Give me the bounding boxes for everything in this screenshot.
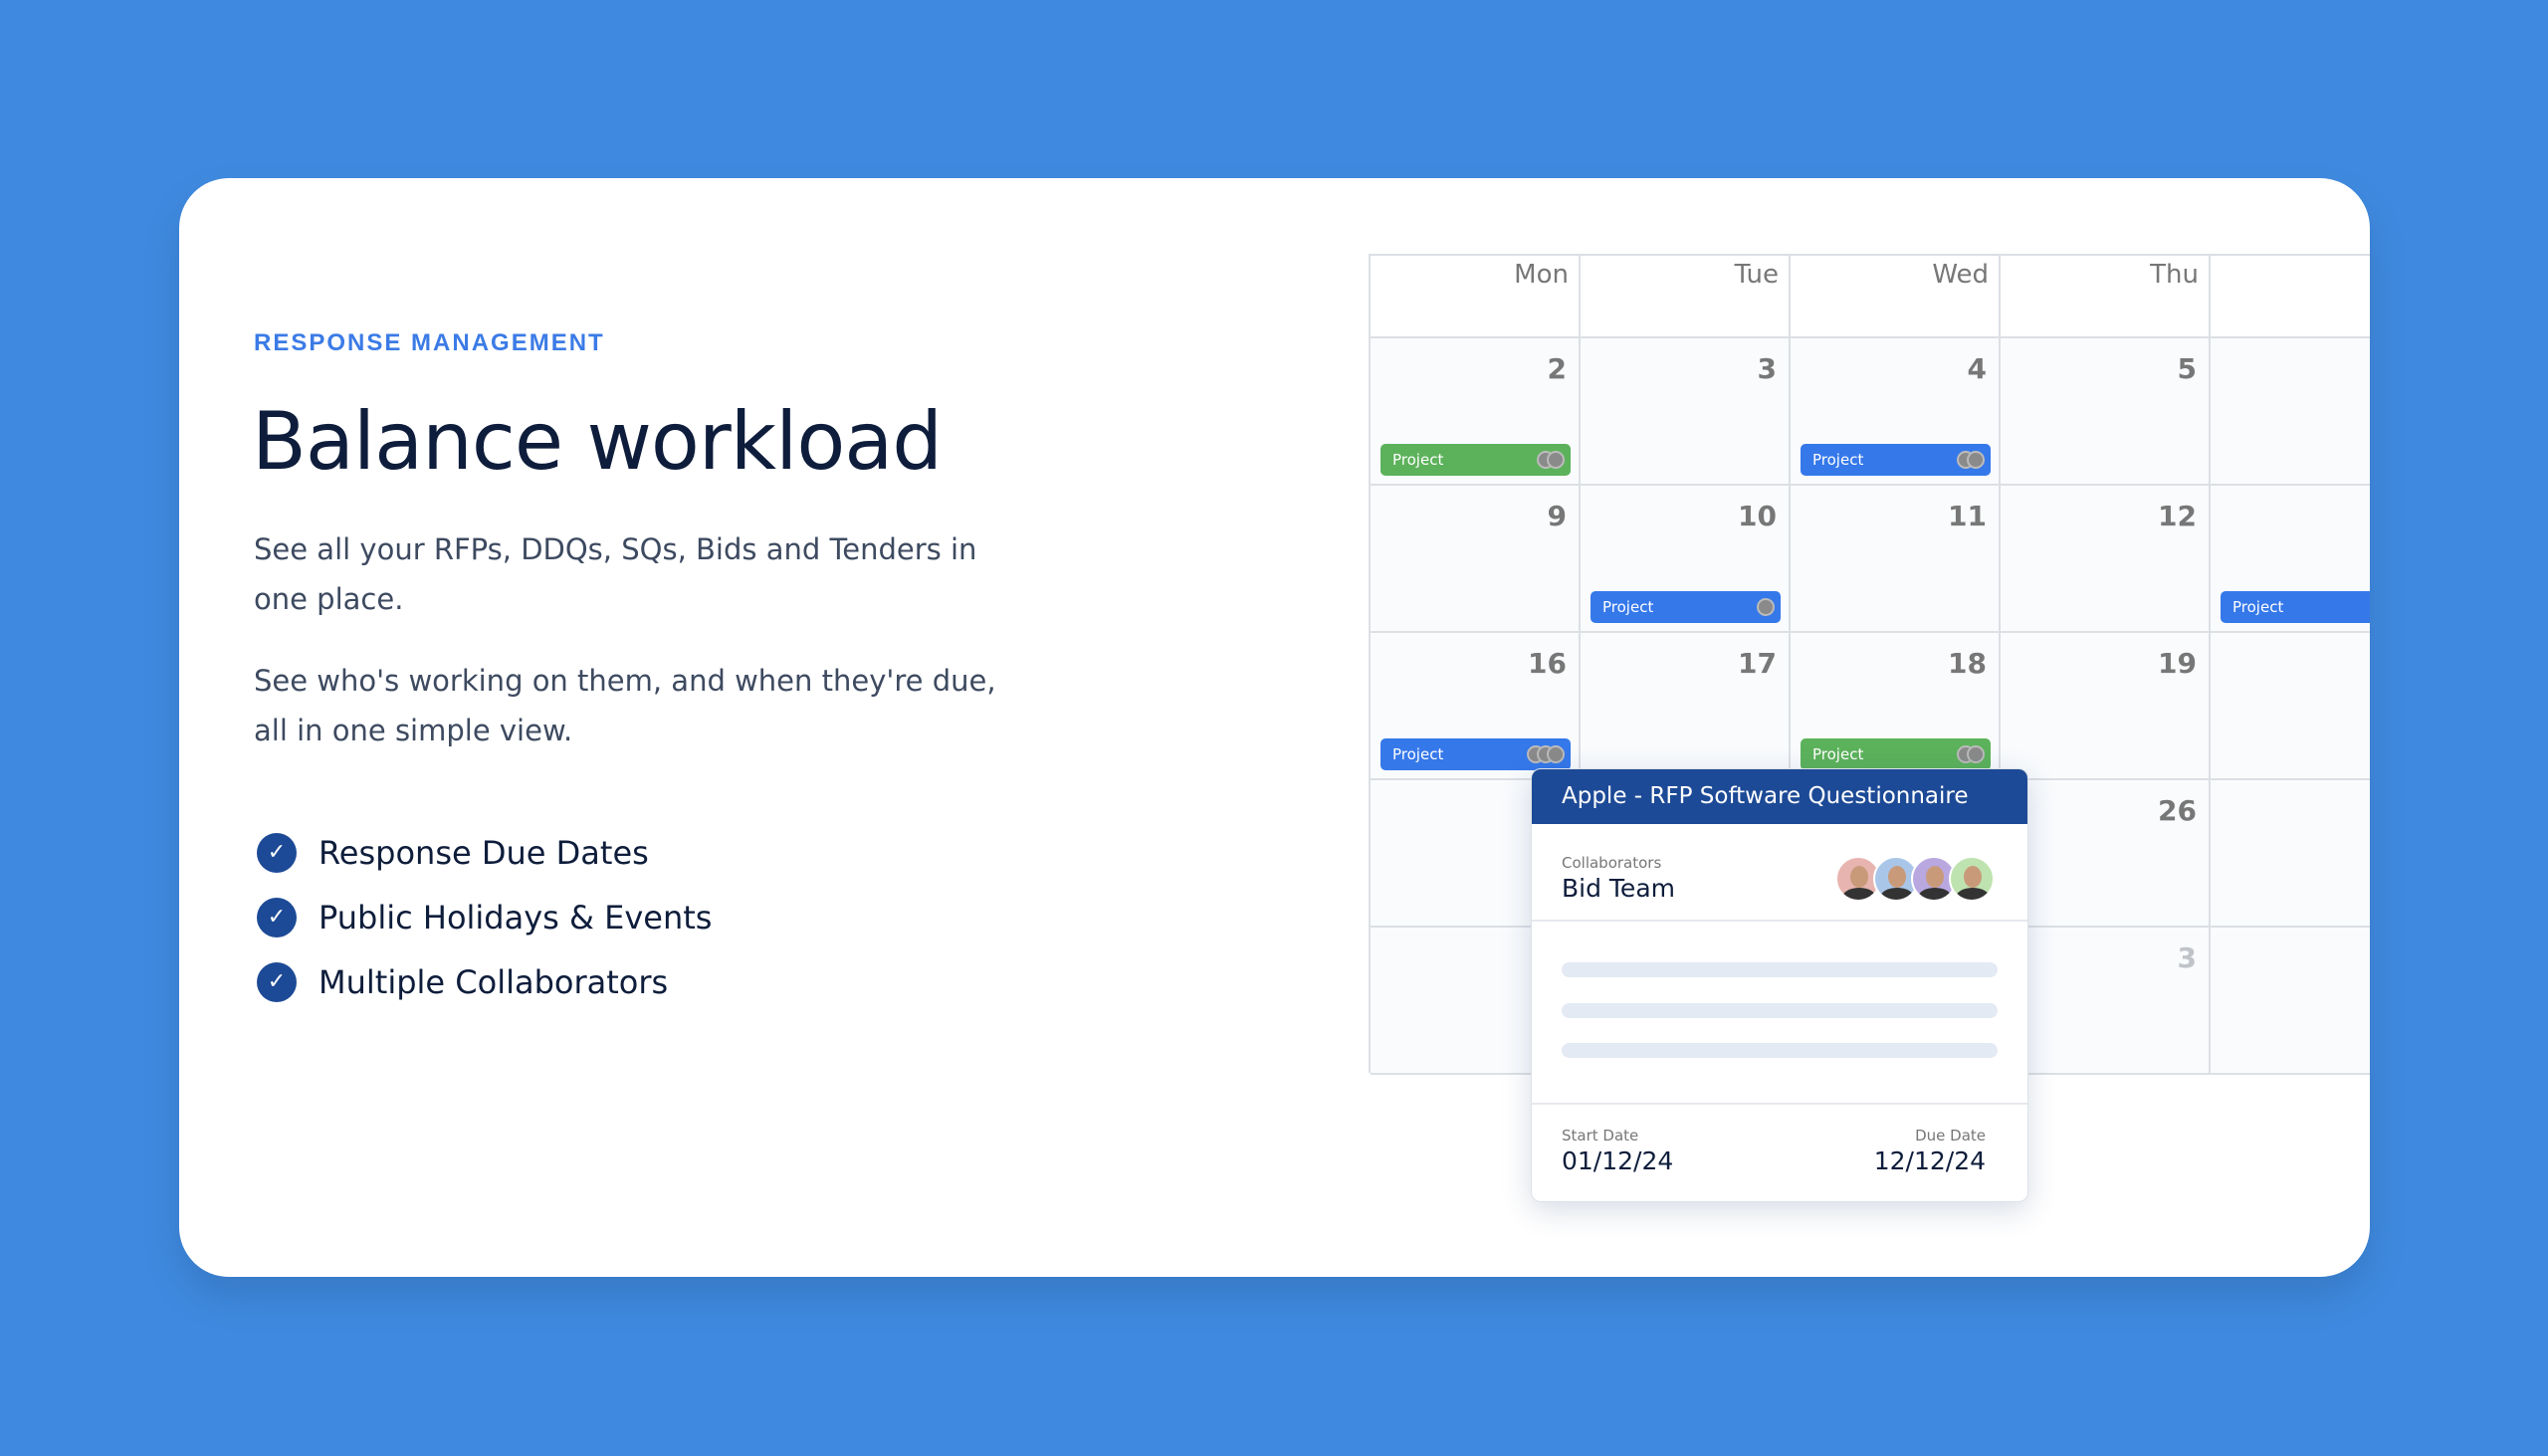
event-project[interactable]: Project [2221, 591, 2370, 623]
event-project[interactable]: Project [1591, 591, 1781, 623]
dates-section: Start Date 01/12/24 Due Date 12/12/24 [1532, 1103, 2027, 1201]
event-label: Project [1812, 745, 1864, 763]
avatar-icon [1967, 745, 1985, 763]
feature-item: ✓ Public Holidays & Events [257, 885, 712, 949]
day-cell[interactable]: 12 [2001, 486, 2211, 633]
event-project[interactable]: Project [1801, 444, 1991, 476]
feature-label: Multiple Collaborators [318, 962, 669, 1001]
avatar-icon [1547, 451, 1565, 469]
day-cell[interactable]: 17 [1581, 633, 1791, 780]
placeholder-line [1562, 1043, 1998, 1058]
avatar [1911, 856, 1957, 902]
page-title: Balance workload [252, 395, 943, 488]
avatar-icon [1757, 598, 1775, 616]
feature-item: ✓ Response Due Dates [257, 820, 712, 885]
event-project[interactable]: Project [1380, 738, 1571, 770]
event-label: Project [1812, 451, 1864, 469]
event-label: Project [1602, 598, 1654, 616]
day-cell[interactable]: 19 [2001, 633, 2211, 780]
day-cell[interactable] [2211, 780, 2370, 928]
avatar-icon [1967, 451, 1985, 469]
day-header: Tue [1581, 256, 1791, 338]
start-date-value: 01/12/24 [1562, 1146, 1674, 1175]
due-date-label: Due Date [1915, 1127, 1986, 1144]
day-cell[interactable]: 26 [2001, 780, 2211, 928]
event-label: Project [2232, 598, 2284, 616]
due-date-value: 12/12/24 [1873, 1146, 1986, 1175]
popup-title: Apple - RFP Software Questionnaire [1532, 769, 2027, 824]
day-cell[interactable]: 5 [2001, 338, 2211, 486]
collaborators-section: Collaborators Bid Team [1532, 824, 2027, 922]
avatar-icon [1547, 745, 1565, 763]
collaborators-label: Collaborators [1562, 854, 1662, 872]
check-circle-icon: ✓ [257, 897, 297, 937]
day-cell[interactable]: 11 [1791, 486, 2001, 633]
collaborators-value: Bid Team [1562, 874, 1675, 903]
event-avatars [1757, 598, 1775, 616]
day-cell[interactable]: 3 [2001, 928, 2211, 1075]
event-avatars [1957, 745, 1985, 763]
event-project[interactable]: Project [1801, 738, 1991, 770]
feature-list: ✓ Response Due Dates ✓ Public Holidays & E… [257, 820, 712, 1014]
check-circle-icon: ✓ [257, 961, 297, 1002]
feature-card: RESPONSE MANAGEMENT Balance workload See… [179, 178, 2370, 1277]
event-label: Project [1392, 451, 1444, 469]
event-avatars [1957, 451, 1985, 469]
avatar [1873, 856, 1919, 902]
day-cell[interactable]: 9 [1371, 486, 1581, 633]
day-cell[interactable] [2211, 633, 2370, 780]
check-circle-icon: ✓ [257, 832, 297, 873]
event-label: Project [1392, 745, 1444, 763]
day-cell[interactable] [2211, 928, 2370, 1075]
event-project[interactable]: Project [1380, 444, 1571, 476]
eyebrow-label: RESPONSE MANAGEMENT [254, 329, 605, 356]
placeholder-line [1562, 1003, 1998, 1018]
event-avatars [1527, 745, 1565, 763]
day-cell[interactable] [2211, 338, 2370, 486]
avatar [1949, 856, 1995, 902]
project-popup: Apple - RFP Software Questionnaire Colla… [1531, 768, 2028, 1202]
day-cell[interactable]: 3 [1581, 338, 1791, 486]
day-header [2211, 256, 2370, 338]
feature-item: ✓ Multiple Collaborators [257, 949, 712, 1014]
feature-label: Public Holidays & Events [318, 898, 713, 936]
day-header: Thu [2001, 256, 2211, 338]
feature-label: Response Due Dates [318, 833, 649, 872]
description-2: See who's working on them, and when they… [254, 664, 996, 747]
start-date-label: Start Date [1562, 1127, 1639, 1144]
placeholder-line [1562, 962, 1998, 977]
day-header: Mon [1371, 256, 1581, 338]
event-avatars [1537, 451, 1565, 469]
day-header: Wed [1791, 256, 2001, 338]
description-1: See all your RFPs, DDQs, SQs, Bids and T… [254, 532, 977, 616]
